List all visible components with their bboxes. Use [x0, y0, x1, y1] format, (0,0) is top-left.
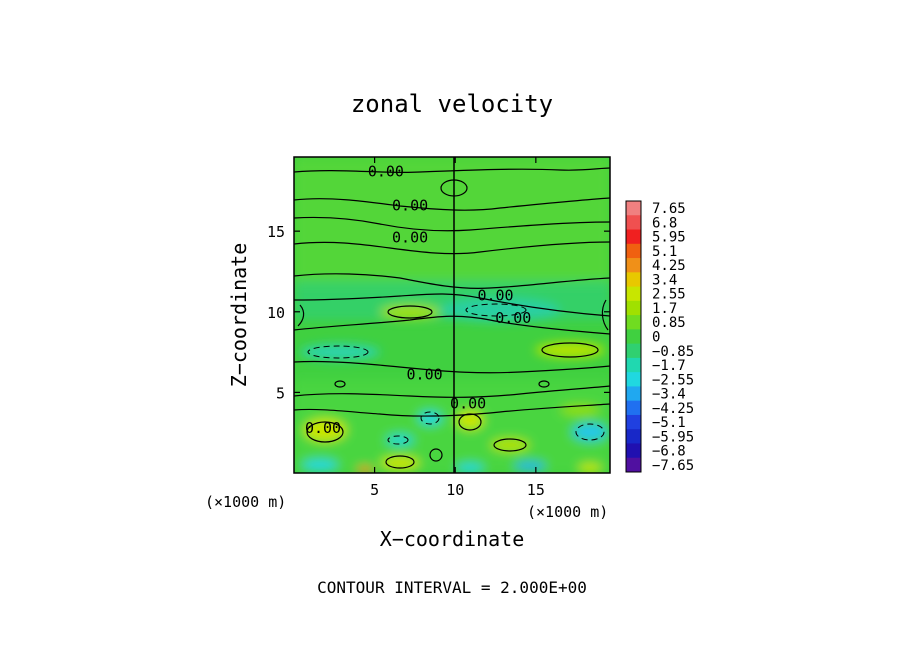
colorbar-label: 3.4 [652, 272, 677, 288]
colorbar-swatch [626, 329, 641, 345]
colorbar-swatch [626, 300, 641, 316]
colorbar-swatch [626, 343, 641, 359]
contour-lines [294, 167, 610, 469]
contour-labels: 0.00 0.00 0.00 0.00 0.00 0.00 0.00 0.00 [305, 163, 531, 437]
colorbar-label: −3.4 [652, 387, 686, 403]
colorbar-label: 5.1 [652, 244, 677, 260]
colorbar-swatch [626, 272, 641, 288]
plot-frame [293, 156, 611, 474]
colorbar-label: −4.25 [652, 401, 694, 417]
colorbar-swatch [626, 429, 641, 444]
colorbar-label: −1.7 [652, 358, 686, 374]
x-tick-label: 10 [446, 481, 464, 499]
z-tick-label: 5 [276, 384, 285, 402]
colorbar-label: 5.95 [652, 230, 686, 246]
colorbar-swatch [626, 229, 641, 245]
colorbar-swatch [626, 457, 641, 473]
colorbar-swatch [626, 286, 641, 302]
z-tick-label: 10 [267, 304, 285, 322]
x-unit-right: (×1000 m) [527, 503, 608, 521]
colorbar-swatch [626, 443, 641, 459]
axes: 5 10 15 5 10 15 [267, 157, 610, 499]
contour-interval-footer: CONTOUR INTERVAL = 2.000E+00 [317, 578, 587, 597]
colorbar-swatch [626, 400, 641, 416]
contour-label: 0.00 [407, 366, 443, 384]
x-unit-left: (×1000 m) [205, 493, 286, 511]
contour-label: 0.00 [305, 419, 341, 437]
colorbar-label: −5.1 [652, 415, 686, 431]
negative-contours [307, 303, 605, 445]
colorbar-swatch [626, 258, 641, 273]
colorbar-swatch [626, 414, 641, 430]
colorbar-label: 2.55 [652, 287, 686, 303]
contour-label: 0.00 [495, 309, 531, 327]
colorbar: 7.656.85.955.14.253.42.551.70.850−0.85−1… [625, 200, 694, 474]
colorbar-label: 6.8 [652, 215, 677, 231]
contour-label: 0.00 [392, 229, 428, 247]
colorbar-label: 7.65 [652, 201, 686, 217]
colorbar-swatch [626, 357, 641, 373]
colorbar-label: 1.7 [652, 301, 677, 317]
chart-title: zonal velocity [351, 90, 553, 118]
colorbar-swatch [626, 215, 641, 231]
y-axis-label: Z−coordinate [227, 243, 251, 388]
x-tick-label: 5 [370, 481, 379, 499]
colorbar-label: −2.55 [652, 372, 694, 388]
colorbar-label: −6.8 [652, 444, 686, 460]
z-tick-label: 15 [267, 223, 285, 241]
colorbar-swatch [626, 201, 641, 216]
colorbar-swatch [626, 315, 641, 330]
colorbar-label: 0.85 [652, 315, 686, 331]
colorbar-label: −5.95 [652, 429, 694, 445]
contour-label: 0.00 [368, 163, 404, 181]
colorbar-swatch [626, 386, 641, 402]
colorbar-label: 0 [652, 330, 660, 346]
plot-area: 0.00 0.00 0.00 0.00 0.00 0.00 0.00 0.00 [294, 157, 610, 473]
x-tick-label: 15 [527, 481, 545, 499]
colorbar-label: 4.25 [652, 258, 686, 274]
colorbar-label: −0.85 [652, 344, 694, 360]
colorbar-frame [625, 200, 642, 473]
velocity-field [294, 157, 610, 473]
contour-label: 0.00 [450, 395, 486, 413]
colorbar-swatch [626, 372, 641, 387]
colorbar-label: −7.65 [652, 458, 694, 474]
contour-label: 0.00 [477, 287, 513, 305]
contour-label: 0.00 [392, 196, 428, 214]
colorbar-swatch [626, 243, 641, 259]
x-axis-label: X−coordinate [380, 527, 525, 551]
